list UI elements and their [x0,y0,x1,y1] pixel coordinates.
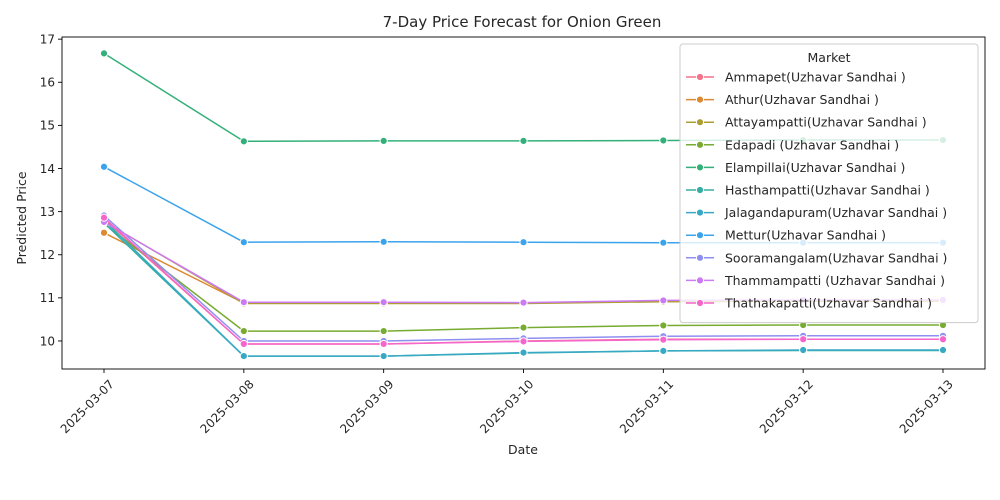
y-tick-label: 17 [40,32,55,46]
y-tick-label: 13 [40,205,55,219]
legend-item: Mettur(Uzhavar Sandhai ) [686,228,886,243]
legend-label: Ammapet(Uzhavar Sandhai ) [725,70,906,85]
data-point [659,238,668,247]
legend-item: Ammapet(Uzhavar Sandhai ) [686,70,906,85]
legend-label: Edapadi (Uzhavar Sandhai ) [725,137,899,152]
y-tick-label: 15 [40,119,55,133]
legend-label: Jalagandapuram(Uzhavar Sandhai ) [724,205,947,220]
legend-item: Thathakapatti(Uzhavar Sandhai ) [686,296,932,311]
data-point [938,335,948,344]
legend-label: Thammampatti (Uzhavar Sandhai ) [724,273,945,288]
data-point [99,213,109,222]
legend-item: Jalagandapuram(Uzhavar Sandhai ) [686,205,947,220]
legend-label: Hasthampatti(Uzhavar Sandhai ) [725,183,930,198]
legend-label: Thathakapatti(Uzhavar Sandhai ) [724,296,932,311]
legend-marker [695,140,705,149]
data-point [239,238,248,247]
series-10 [99,213,948,349]
legend-label: Elampillai(Uzhavar Sandhai ) [725,160,905,175]
legend-box [679,43,979,324]
legend-marker [695,253,705,262]
y-tick-label: 10 [40,334,55,348]
legend-item: Thammampatti (Uzhavar Sandhai ) [686,273,945,288]
legend-item: Edapadi (Uzhavar Sandhai ) [686,137,899,152]
data-point [519,136,528,146]
y-tick-label: 14 [40,162,55,176]
legend-marker [695,208,705,217]
legend: Market Ammapet(Uzhavar Sandhai ) Athur(Uzh… [679,43,979,324]
legend-title: Market [808,50,851,65]
data-point [379,298,388,307]
legend-marker [695,298,705,308]
data-point [659,346,668,355]
data-point [379,237,388,246]
legend-item: Elampillai(Uzhavar Sandhai ) [686,160,905,175]
data-point [659,335,668,344]
data-point [519,238,528,247]
data-point [659,136,668,145]
data-point [239,326,248,336]
data-point [379,339,388,349]
data-point [799,345,808,355]
data-point [659,296,668,305]
legend-marker [695,163,705,172]
legend-marker [695,95,705,104]
data-point [938,345,948,355]
data-point [379,351,388,361]
data-point [519,323,528,332]
legend-marker [695,185,705,195]
legend-item: Athur(Uzhavar Sandhai ) [686,92,879,107]
legend-marker [695,118,705,127]
data-point [239,351,248,361]
legend-item: Sooramangalam(Uzhavar Sandhai ) [686,250,947,265]
y-tick-label: 16 [40,76,55,90]
data-point [379,136,388,146]
chart-title: 7-Day Price Forecast for Onion Green [383,13,662,31]
legend-marker [695,276,705,285]
data-point [799,335,808,344]
legend-item: Attayampatti(Uzhavar Sandhai ) [686,115,927,130]
data-point [519,298,528,307]
data-point [99,162,109,171]
data-point [239,339,248,349]
data-point [659,321,668,330]
y-tick-label: 11 [40,291,55,305]
legend-label: Sooramangalam(Uzhavar Sandhai ) [725,250,947,265]
legend-marker [695,72,705,82]
legend-item: Hasthampatti(Uzhavar Sandhai ) [686,183,930,198]
data-point [519,348,528,357]
data-point [379,326,388,336]
data-point [239,137,248,146]
legend-marker [695,231,705,240]
x-axis-title: Date [508,442,538,457]
data-point [239,298,248,307]
data-point [519,337,528,346]
y-axis-title: Predicted Price [14,171,29,264]
y-tick-label: 12 [40,248,55,262]
legend-label: Mettur(Uzhavar Sandhai ) [725,228,886,243]
legend-label: Athur(Uzhavar Sandhai ) [725,92,879,107]
legend-label: Attayampatti(Uzhavar Sandhai ) [725,115,927,130]
data-point [99,228,109,237]
data-point [99,49,109,58]
